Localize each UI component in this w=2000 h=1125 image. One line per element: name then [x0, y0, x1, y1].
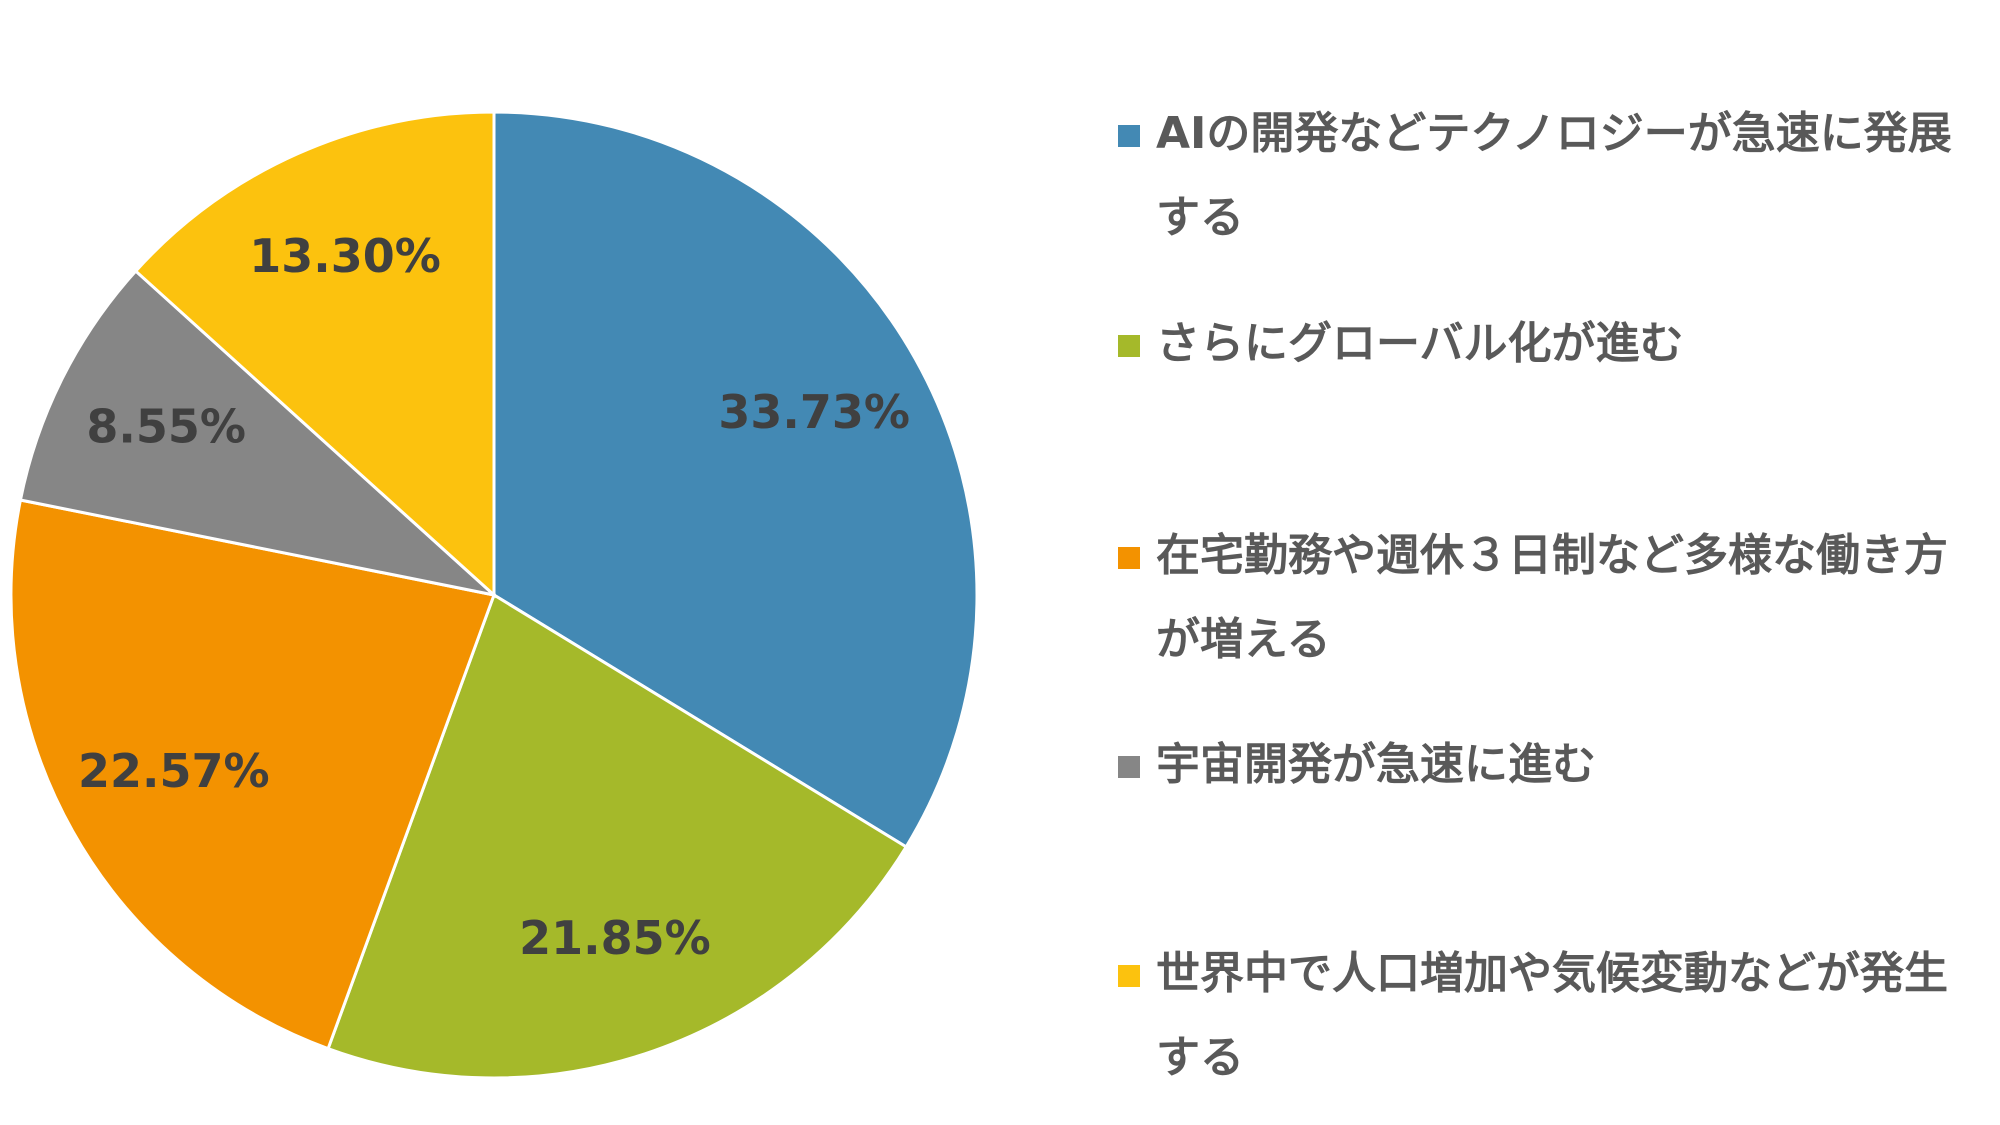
legend-item: 宇宙開発が急速に進む — [1118, 723, 1998, 807]
legend-item: さらにグローバル化が進む — [1118, 302, 1998, 386]
pie-slice — [326, 592, 909, 1080]
data-label: 13.30% — [249, 229, 441, 283]
legend-item: 在宅勤務や週休３日制など多様な働き方が増える — [1118, 514, 1998, 682]
legend-swatch — [1118, 756, 1140, 778]
data-label: 8.55% — [86, 399, 246, 453]
chart: 33.73% 21.85% 22.57% 8.55% 13.30% — [9, 110, 979, 1080]
data-label: 33.73% — [718, 385, 910, 439]
pie-slice — [18, 268, 500, 598]
legend-swatch — [1118, 125, 1140, 147]
legend-label: 在宅勤務や週休３日制など多様な働き方が増える — [1156, 530, 1948, 665]
legend-item: 世界中で人口増加や気候変動などが発生する — [1118, 932, 1998, 1100]
legend-label: 宇宙開発が急速に進む — [1156, 739, 1596, 790]
data-label: 22.57% — [78, 744, 270, 798]
legend-swatch — [1118, 335, 1140, 357]
legend-item: AIの開発などテクノロジーが急速に発展する — [1118, 92, 1998, 260]
legend-swatch — [1118, 547, 1140, 569]
pie-slice — [492, 110, 979, 849]
pie-slice — [133, 110, 496, 599]
legend-swatch — [1118, 965, 1140, 987]
legend-label: AIの開発などテクノロジーが急速に発展する — [1156, 108, 1952, 243]
pie-slice — [9, 498, 497, 1051]
legend-label: さらにグローバル化が進む — [1156, 318, 1684, 369]
legend-label: 世界中で人口増加や気候変動などが発生する — [1156, 948, 1948, 1083]
data-label: 21.85% — [519, 911, 711, 965]
